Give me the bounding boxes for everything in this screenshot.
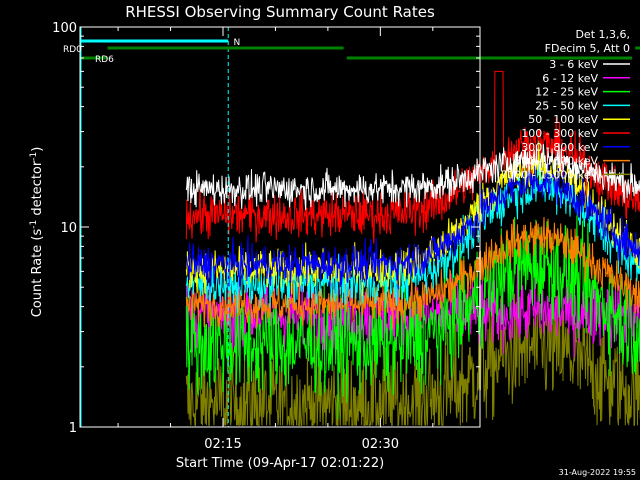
series-line [185,216,640,329]
legend-label: 100 - 300 keV [521,127,598,140]
y-axis-label: Count Rate (s-1 detector-1) [29,147,45,318]
legend-label: 3 - 6 keV [549,58,598,71]
plot-lines [185,70,640,426]
legend-label: 25 - 50 keV [535,99,598,112]
legend-label: 6 - 12 keV [542,72,598,85]
legend-label: 50 - 100 keV [528,113,598,126]
y-axis: 1 10 100 [52,21,480,436]
series-line [185,70,640,244]
series-line [185,158,640,313]
legend-label: 7000 - 15000 keV [500,168,598,181]
footer-date: 31-Aug-2022 19:55 [559,468,636,477]
flag-label: N [233,38,240,48]
series-line [185,264,640,360]
legend-label: 12 - 25 keV [535,86,598,99]
series-line [185,212,640,420]
legend-label: 300 - 800 keV [521,141,598,154]
flag-label: RD6 [95,55,114,65]
x-tick-label: 02:15 [204,437,241,452]
flag-bars: N RD0 RD6 [63,38,640,65]
legend-label: 800 - 7000 keV [514,155,598,168]
y-tick-label: 100 [52,21,77,36]
x-axis: 02:15 02:30 [117,27,434,452]
x-tick-label: 02:30 [362,437,399,452]
series-line [185,278,640,426]
y-tick-label: 10 [60,221,77,236]
chart-title: RHESSI Observing Summary Count Rates [125,3,435,21]
flag-label: RD0 [63,45,82,55]
legend-header-line-1: Det 1,3,6, [575,28,630,41]
legend-header-line-2: FDecim 5, Att 0 [545,42,630,55]
y-tick-label: 1 [69,421,77,436]
series-line [185,163,640,289]
x-axis-label: Start Time (09-Apr-17 02:01:22) [176,456,384,471]
series-line [185,143,640,210]
